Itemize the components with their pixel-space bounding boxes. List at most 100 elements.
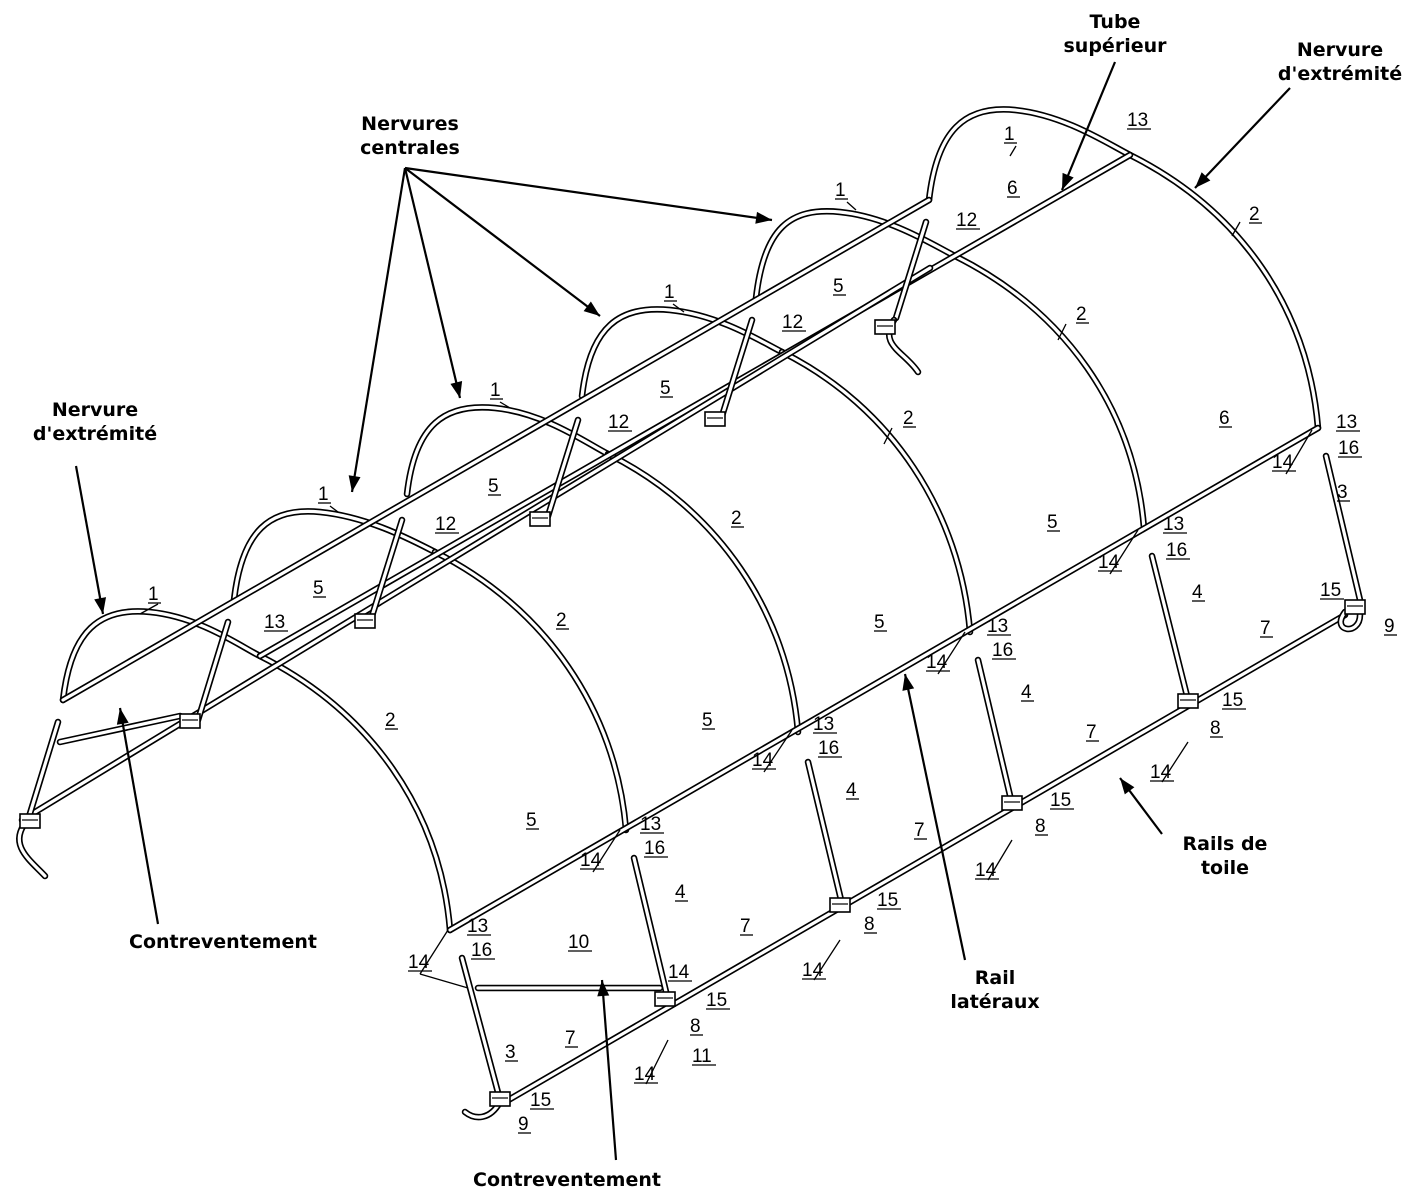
part-number-16: 16 <box>644 838 665 859</box>
arrow-head <box>116 708 129 725</box>
part-number-16: 16 <box>992 640 1013 661</box>
callout-arrow <box>404 166 773 222</box>
part-number-1: 1 <box>148 584 159 605</box>
callout-arrow <box>903 673 967 961</box>
part-number-1: 1 <box>1004 124 1015 145</box>
part-number-12: 12 <box>956 210 977 231</box>
callout-text: toile <box>1200 857 1250 879</box>
part-number-2: 2 <box>385 710 396 731</box>
rib-half-1 <box>925 106 1134 204</box>
callout-text: Rails de <box>1182 833 1268 855</box>
part-number-1: 1 <box>318 484 329 505</box>
rib-half-1 <box>230 508 439 604</box>
callout-text: Contreventement <box>129 931 317 953</box>
rib-half-2 <box>604 450 802 736</box>
part-number-15: 15 <box>1320 580 1341 601</box>
leg <box>24 718 62 824</box>
rib-half-2 <box>431 548 630 834</box>
part-number-16: 16 <box>471 940 492 961</box>
part-number-5: 5 <box>488 476 499 497</box>
part-number-13: 13 <box>987 616 1008 637</box>
callout-arrow <box>404 167 601 317</box>
side-rail-left-high <box>59 196 933 704</box>
bracket <box>654 991 676 1007</box>
part-number-14: 14 <box>802 960 824 981</box>
arrow-head <box>1062 172 1074 190</box>
part-number-4: 4 <box>1192 582 1203 603</box>
rib-half-2 <box>951 252 1148 532</box>
callout-nervures-centrales: Nervures centrales <box>340 112 480 160</box>
foot-hook <box>16 818 49 880</box>
part-number-16: 16 <box>1338 438 1359 459</box>
leg <box>368 516 406 620</box>
part-number-15: 15 <box>706 990 727 1011</box>
leader-line <box>645 1039 669 1085</box>
part-number-14: 14 <box>975 860 997 881</box>
leg <box>804 758 846 908</box>
part-number-14: 14 <box>752 750 774 771</box>
part-number-9: 9 <box>1384 616 1395 637</box>
callout-text: latéraux <box>950 991 1040 1013</box>
arrow-head <box>902 674 915 691</box>
callout-rails-de-toile: Rails de toile <box>1160 832 1290 880</box>
callout-arrow <box>1060 61 1117 191</box>
rib-half-1 <box>59 608 264 704</box>
leg <box>718 316 756 420</box>
part-number-1: 1 <box>835 180 846 201</box>
leader-line <box>499 401 511 409</box>
leader-line <box>329 505 339 513</box>
rib-half-1 <box>578 306 786 400</box>
callout-contreventement-left: Contreventement <box>103 930 343 954</box>
part-number-14: 14 <box>1272 452 1294 473</box>
foot-hook <box>1337 608 1364 633</box>
leg <box>458 954 504 1104</box>
part-number-8: 8 <box>864 914 875 935</box>
part-number-6: 6 <box>1219 408 1230 429</box>
part-number-15: 15 <box>1050 790 1071 811</box>
part-number-2: 2 <box>1249 204 1260 225</box>
part-number-16: 16 <box>818 738 839 759</box>
leg <box>1322 452 1364 604</box>
callout-text: Tube <box>1089 11 1141 33</box>
leader-line <box>1285 429 1313 475</box>
leg <box>544 416 582 520</box>
leader-line <box>813 939 841 981</box>
callout-rail-lateraux: Rail latéraux <box>935 966 1055 1014</box>
leader-line <box>1057 323 1067 341</box>
arrow-head <box>348 475 361 492</box>
part-number-14: 14 <box>1150 762 1172 783</box>
rib-half-2 <box>256 652 454 934</box>
leader-line <box>937 631 966 675</box>
part-numbers: 1111112222223344445555555566777778888991… <box>148 110 1397 1135</box>
callout-tube-superieur: Tube supérieur <box>1055 10 1175 58</box>
frame-tubes <box>16 106 1366 1121</box>
part-number-7: 7 <box>914 820 925 841</box>
leader-line <box>1109 529 1139 575</box>
part-number-13: 13 <box>264 612 285 633</box>
callout-arrow <box>403 167 462 399</box>
part-number-14: 14 <box>634 1064 656 1085</box>
part-number-1: 1 <box>490 380 501 401</box>
leader-lines <box>139 145 1313 1085</box>
bracket <box>354 613 376 629</box>
part-number-6: 6 <box>1007 178 1018 199</box>
part-number-15: 15 <box>877 890 898 911</box>
arrow-head <box>755 211 772 224</box>
arrow-head <box>1195 172 1211 188</box>
callout-text: supérieur <box>1063 35 1167 57</box>
arrow-head <box>1120 778 1135 795</box>
bracket <box>704 411 726 427</box>
part-number-7: 7 <box>565 1028 576 1049</box>
callout-text: d'extrémité <box>1277 63 1403 85</box>
leg <box>892 218 930 322</box>
rib-half-2 <box>778 348 974 636</box>
part-number-7: 7 <box>1086 722 1097 743</box>
part-number-14: 14 <box>1098 552 1120 573</box>
part-number-9: 9 <box>518 1114 529 1135</box>
part-number-2: 2 <box>556 610 567 631</box>
part-number-12: 12 <box>435 514 456 535</box>
bracket <box>489 1091 511 1107</box>
leader-line <box>139 603 159 615</box>
